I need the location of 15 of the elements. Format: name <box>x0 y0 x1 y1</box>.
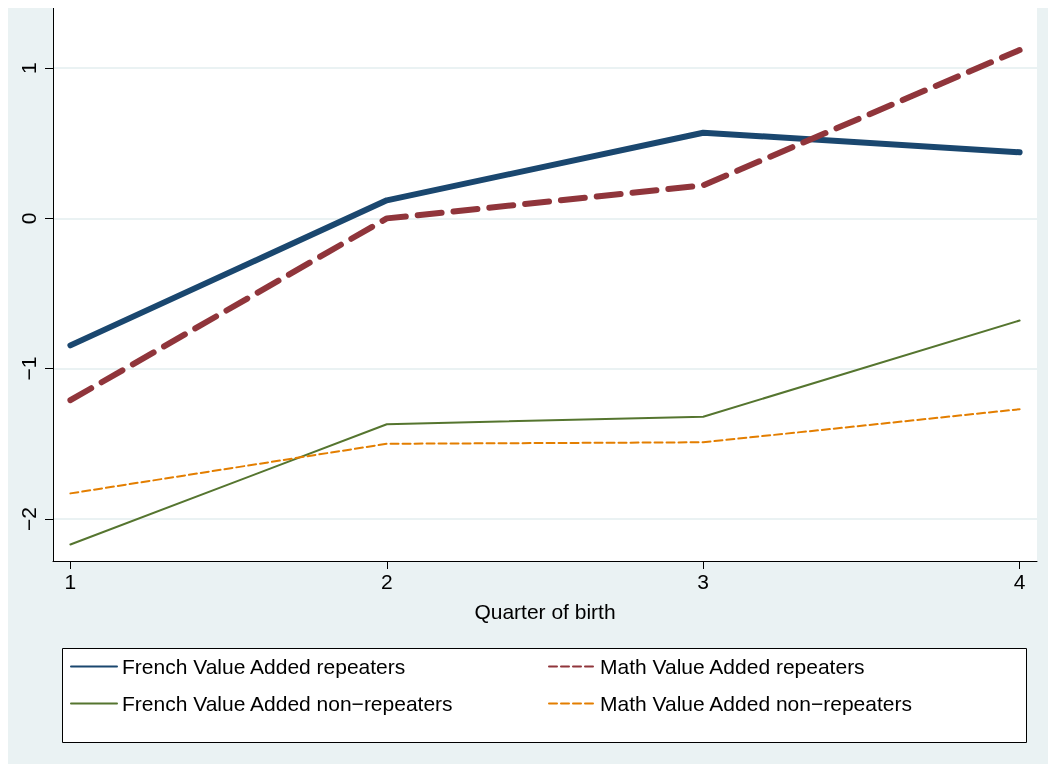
line-series <box>69 319 1021 546</box>
line-series <box>69 408 1021 495</box>
y-tick-label: 0 <box>17 212 40 225</box>
legend-label: French Value Added repeaters <box>122 655 406 678</box>
legend-label: Math Value Added non−repeaters <box>600 692 912 715</box>
x-tick-label: 3 <box>697 570 710 593</box>
x-tick-label: 1 <box>64 570 77 593</box>
x-tick-label: 2 <box>380 570 393 593</box>
y-tick-label: −1 <box>17 356 40 381</box>
x-axis-title: Quarter of birth <box>474 600 616 623</box>
y-tick-label: −2 <box>17 506 40 531</box>
y-tick-label: 1 <box>17 62 40 74</box>
legend-label: French Value Added non−repeaters <box>122 692 453 715</box>
x-tick-label: 4 <box>1013 570 1026 593</box>
legend-label: Math Value Added repeaters <box>600 655 865 678</box>
